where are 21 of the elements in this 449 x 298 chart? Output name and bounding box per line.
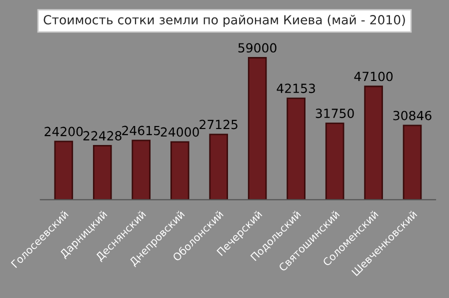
data-label: 59000 [238, 43, 276, 53]
data-label: 30846 [393, 110, 432, 120]
data-label: 24615 [122, 126, 160, 136]
data-label: 42153 [276, 84, 315, 94]
bar [286, 98, 306, 200]
data-label: 27125 [200, 120, 238, 130]
chart-title: Стоимость сотки земли по районам Киева (май - 2010) [44, 14, 405, 27]
data-label: 24000 [160, 127, 199, 137]
data-label: 24200 [44, 126, 83, 136]
bar [364, 86, 383, 200]
bar [248, 57, 267, 200]
bar [325, 122, 344, 200]
bar [92, 145, 112, 200]
bar [402, 124, 422, 200]
bar [209, 134, 228, 200]
bar [170, 141, 190, 200]
data-label: 22428 [83, 131, 122, 141]
data-label: 31750 [316, 108, 354, 118]
data-label: 47100 [354, 72, 393, 82]
bar [54, 140, 74, 200]
bar [132, 140, 151, 200]
